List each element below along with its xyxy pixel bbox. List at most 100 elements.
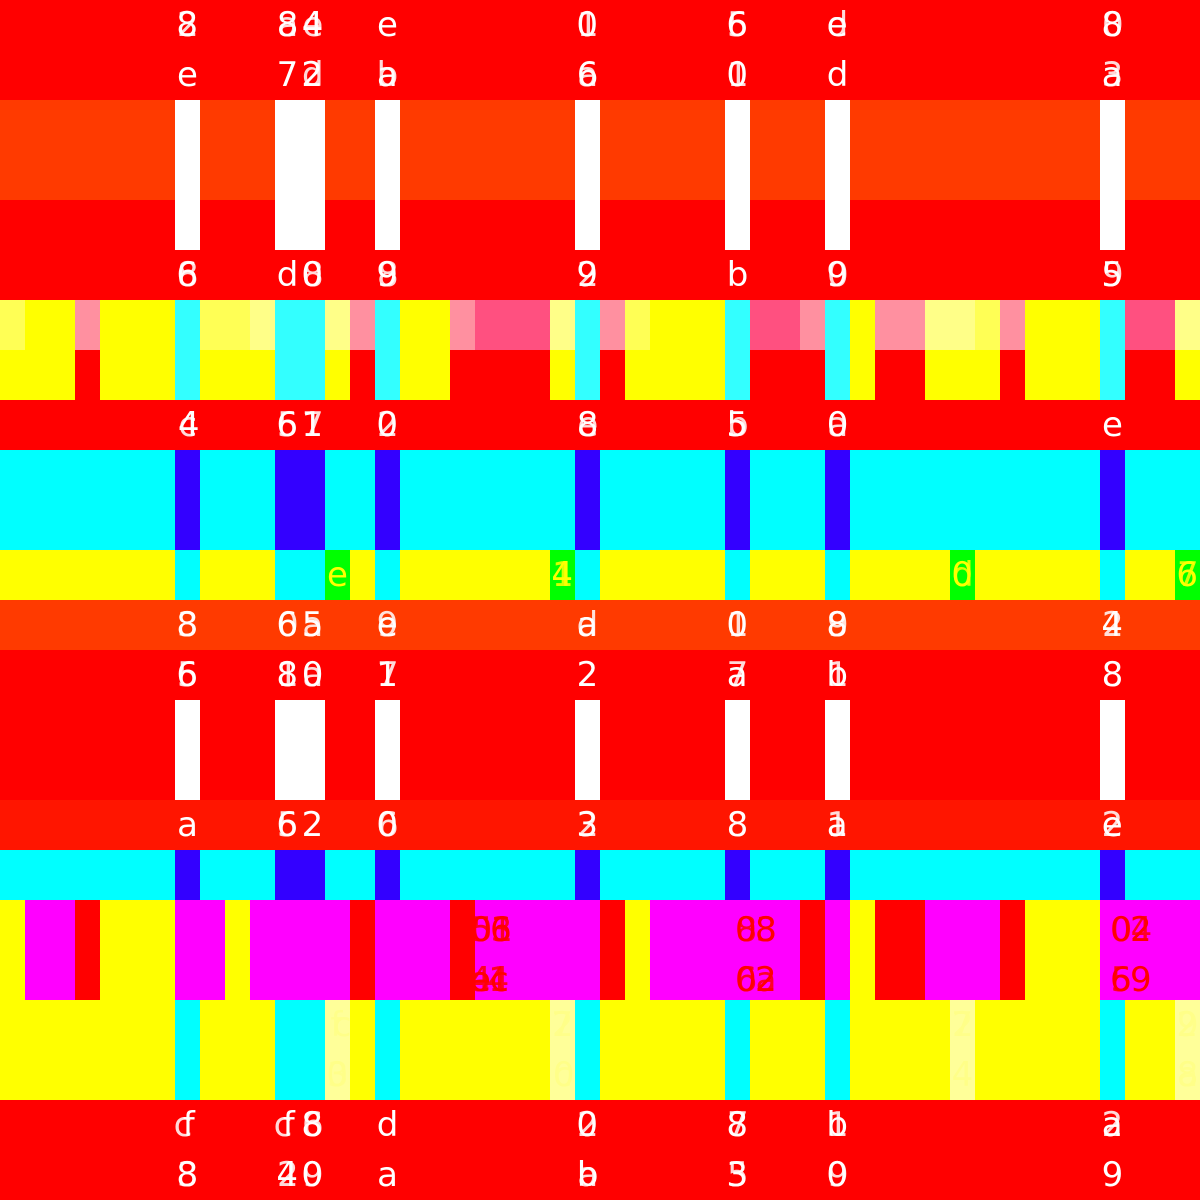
- band-red-3: [0, 400, 1200, 450]
- green-tile: [950, 550, 975, 600]
- violet-stripe: [825, 450, 850, 550]
- faint-tile: [950, 1000, 975, 1100]
- tile: [75, 300, 100, 350]
- green-mark: 41: [551, 555, 574, 595]
- magenta-mark: 631: [490, 910, 513, 950]
- band-cyan-2: [0, 850, 1200, 900]
- band-top: [0, 0, 1200, 100]
- row-3-glyph: 90: [826, 255, 849, 295]
- row-4-glyph: 02: [376, 405, 399, 445]
- row-3-glyph: d: [276, 255, 299, 295]
- row-6-glyph: 17: [376, 655, 399, 695]
- white-bar: [1100, 100, 1125, 250]
- cyan-stripe: [275, 550, 325, 600]
- white-bar: [825, 100, 850, 250]
- tile: [1000, 300, 1025, 350]
- tile: [925, 300, 975, 350]
- cyan-stripe: [725, 550, 750, 600]
- violet-stripe: [375, 850, 400, 900]
- row-4-glyph: 65: [276, 405, 299, 445]
- row-9-glyph: 35: [726, 1155, 749, 1195]
- row-8-glyph: fc: [173, 1105, 195, 1145]
- row-6-glyph: 81: [276, 655, 299, 695]
- violet-stripe: [1100, 450, 1125, 550]
- row-9-glyph: 42: [276, 1155, 299, 1195]
- row-5-glyph: ad: [576, 605, 599, 645]
- row-1-glyph: 4e: [301, 5, 324, 45]
- tile: [625, 300, 650, 350]
- cyan-stripe: [1100, 300, 1125, 400]
- row-7-glyph: 2: [301, 805, 324, 845]
- cyan-stripe: [375, 550, 400, 600]
- magenta-tile: [25, 900, 75, 1000]
- row-9-glyph: 09: [301, 1155, 324, 1195]
- magenta-mark: 65: [1110, 960, 1133, 1000]
- row-7-glyph: e2: [1101, 805, 1124, 845]
- tile: [325, 300, 350, 350]
- green-mark: e: [327, 555, 348, 595]
- row-3-glyph: b: [726, 255, 749, 295]
- row-8-glyph: d: [376, 1105, 399, 1145]
- tile-red: [350, 350, 375, 400]
- faint-mark: 72: [951, 1005, 974, 1045]
- band-bottom: [0, 1100, 1200, 1200]
- row-3-glyph: 08: [301, 255, 324, 295]
- tile: [250, 300, 275, 350]
- cyan-stripe: [175, 550, 200, 600]
- row-4-glyph: 5b: [726, 405, 749, 445]
- row-4-glyph: 4c: [177, 405, 200, 445]
- row-1-glyph: 8a: [276, 5, 299, 45]
- row-5-glyph: 60: [276, 605, 299, 645]
- row-7-glyph: a1: [826, 805, 849, 845]
- tile-red: [875, 350, 925, 400]
- row-4-glyph: 17: [301, 405, 324, 445]
- row-7-glyph: a: [177, 805, 198, 845]
- row-3-glyph: 98: [376, 255, 399, 295]
- white-bar: [375, 700, 400, 800]
- violet-stripe: [575, 450, 600, 550]
- row-1-glyph: ed: [826, 5, 849, 45]
- cyan-stripe: [275, 300, 325, 400]
- red-tile: [800, 900, 825, 1000]
- row-4-glyph: e: [1102, 405, 1123, 445]
- magenta-mark: 06: [735, 960, 758, 1000]
- violet-stripe: [275, 850, 325, 900]
- tile: [600, 300, 625, 350]
- row-1-glyph: e: [377, 5, 398, 45]
- tile: [1175, 300, 1200, 350]
- tile: [750, 300, 800, 350]
- red-tile: [75, 900, 100, 1000]
- row-2-glyph: d: [826, 55, 849, 95]
- row-2-glyph: 6a: [576, 55, 599, 95]
- white-bar: [575, 700, 600, 800]
- row-5-glyph: 01: [726, 605, 749, 645]
- tile-red: [1125, 350, 1175, 400]
- red-tile: [450, 900, 475, 1000]
- row-2-glyph: a3: [1101, 55, 1124, 95]
- row-8-glyph: 02: [576, 1105, 599, 1145]
- tile: [475, 300, 550, 350]
- violet-stripe: [375, 450, 400, 550]
- faint-mark: 4: [951, 1055, 974, 1095]
- row-6-glyph: 8: [1101, 655, 1124, 695]
- magenta-mark: 24: [1130, 910, 1153, 950]
- row-1-glyph: 82: [176, 5, 199, 45]
- violet-stripe: [725, 450, 750, 550]
- magenta-tile: [650, 900, 800, 1000]
- magenta-tile: [925, 900, 1000, 1000]
- white-bar: [375, 100, 400, 250]
- row-8-glyph: a2: [1101, 1105, 1124, 1145]
- row-5-glyph: 83: [176, 605, 199, 645]
- magenta-mark: 00: [1110, 910, 1133, 950]
- row-1-glyph: 80: [1101, 5, 1124, 45]
- white-bar: [725, 100, 750, 250]
- row-6-glyph: 2: [576, 655, 599, 695]
- faint-mark: 0c: [552, 1055, 575, 1095]
- row-8-glyph: 86: [301, 1105, 324, 1145]
- band-red-2: [0, 200, 1200, 300]
- row-9-glyph: ba: [576, 1155, 599, 1195]
- row-9-glyph: 9: [1101, 1155, 1124, 1195]
- faint-tile: [1175, 1000, 1200, 1100]
- violet-stripe: [1100, 850, 1125, 900]
